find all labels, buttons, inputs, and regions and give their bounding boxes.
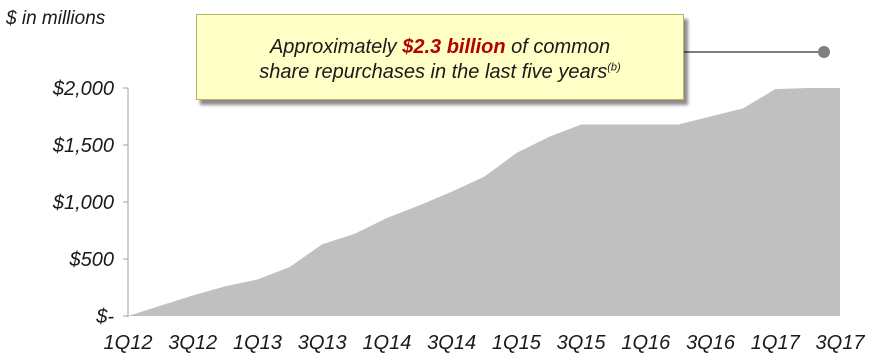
x-tick-label: 3Q12 <box>168 332 217 354</box>
callout-text-post: of common <box>505 36 611 58</box>
area-series <box>128 88 840 316</box>
callout-text-pre: Approximately <box>269 36 403 58</box>
x-tick-label: 3Q14 <box>427 332 476 354</box>
callout-highlight: $2.3 billion <box>402 36 506 58</box>
x-tick-label: 1Q12 <box>104 332 153 354</box>
x-tick-label: 1Q15 <box>492 332 542 354</box>
y-unit-label: $ in millions <box>6 8 106 29</box>
x-tick-label: 1Q14 <box>362 332 411 354</box>
callout-leader-dot <box>818 46 830 58</box>
callout-line-1: Approximately $2.3 billion of common <box>197 35 683 60</box>
x-tick-label: 1Q13 <box>233 332 282 354</box>
y-tick-label: $- <box>95 306 114 328</box>
callout-text-line2: share repurchases in the last five years <box>259 61 608 83</box>
y-tick-label: $2,000 <box>52 78 114 100</box>
x-tick-label: 1Q16 <box>621 332 671 354</box>
callout-box: Approximately $2.3 billion of common sha… <box>196 14 684 100</box>
x-tick-label: 3Q15 <box>557 332 607 354</box>
y-tick-label: $500 <box>69 249 115 271</box>
x-tick-label: 1Q17 <box>751 332 801 354</box>
callout-line-2: share repurchases in the last five years… <box>197 60 683 85</box>
x-tick-label: 3Q17 <box>816 332 866 354</box>
y-tick-label: $1,000 <box>52 192 114 214</box>
callout-footnote: (b) <box>607 61 621 74</box>
y-tick-label: $1,500 <box>52 135 114 157</box>
x-tick-label: 3Q16 <box>686 332 736 354</box>
x-tick-label: 3Q13 <box>298 332 347 354</box>
